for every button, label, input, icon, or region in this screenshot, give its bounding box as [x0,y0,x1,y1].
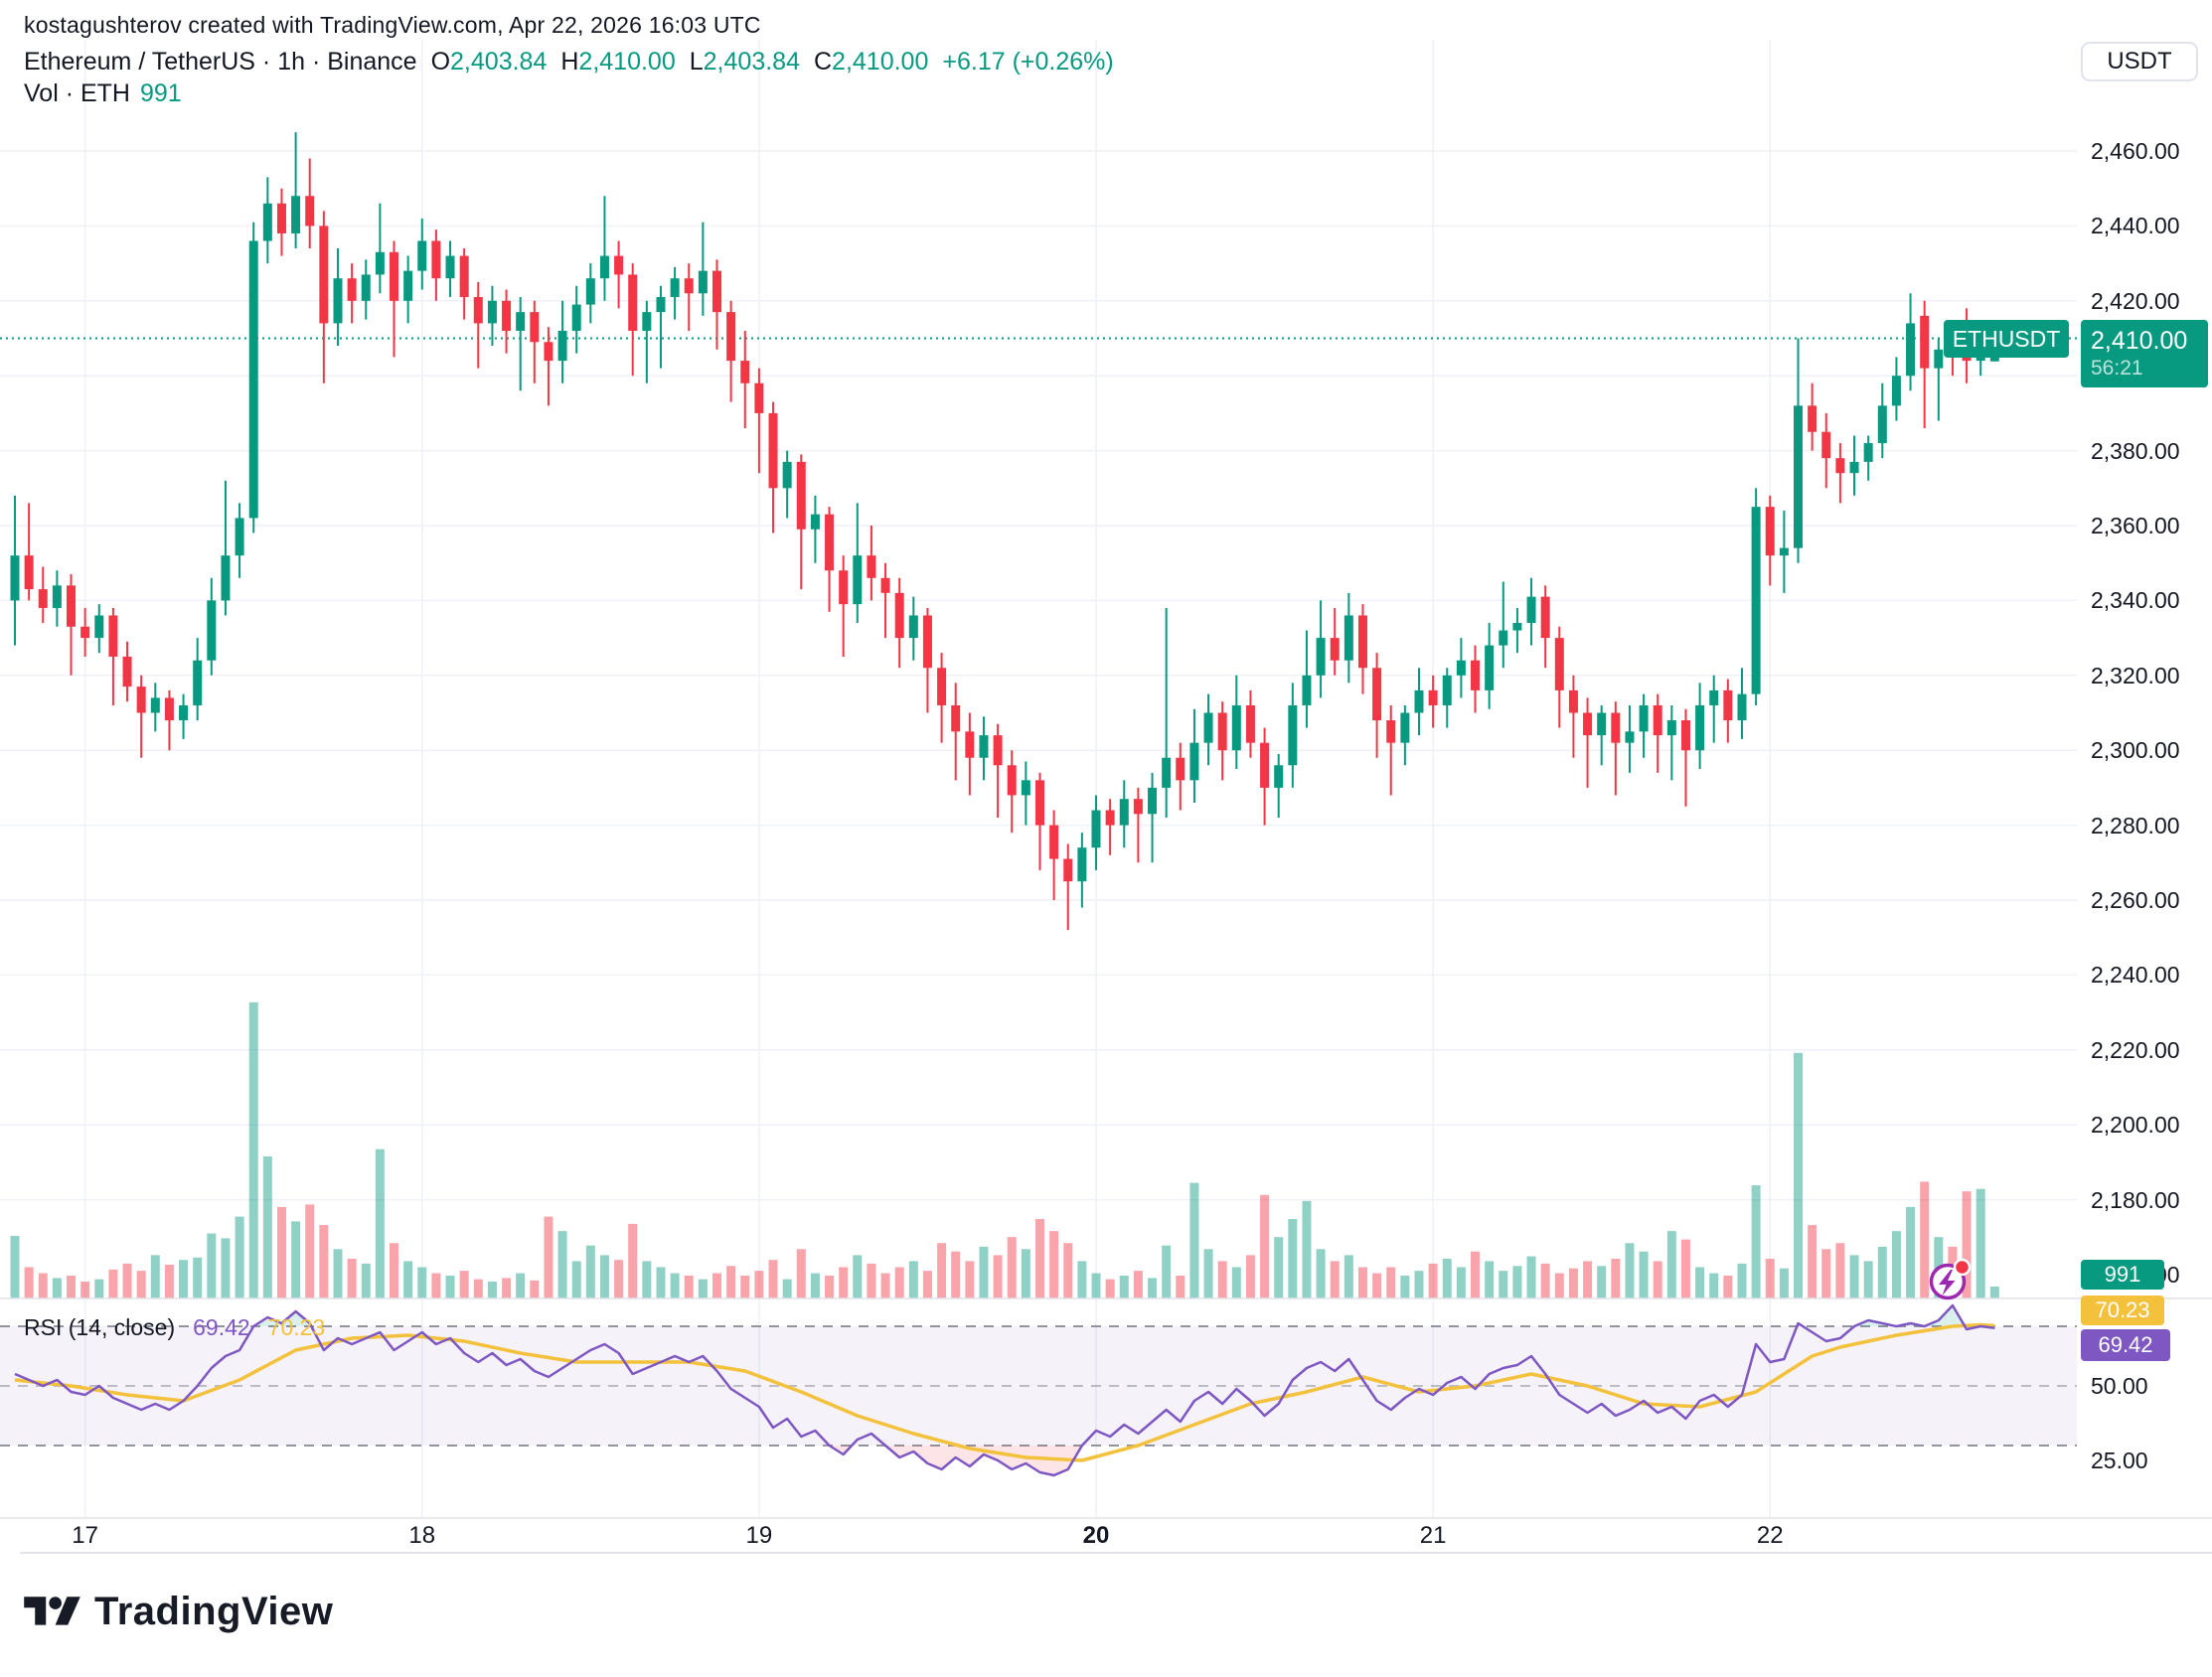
rsi-axis-label: 50.00 [2091,1373,2148,1399]
price-axis-label: 2,180.00 [2091,1186,2180,1213]
volume-axis-badge: 991 [2081,1260,2164,1290]
price-axis-label: 2,300.00 [2091,737,2180,764]
ohlc-item: H2,410.00 [560,48,676,76]
price-axis-label: 2,420.00 [2091,287,2180,314]
rsi-value-purple: 69.42 [193,1314,250,1340]
rsi-legend: RSI (14, close) 69.42 70.23 [24,1314,325,1341]
time-axis-label: 20 [1082,1522,1110,1549]
chart-legend: Ethereum / TetherUS · 1h · Binance O2,40… [24,48,1114,76]
price-axis-label: 2,460.00 [2091,138,2180,164]
change-value: +6.17 (+0.26%) [942,48,1114,76]
volume-label[interactable]: Vol · ETH [24,79,130,107]
current-price-badge: 2,410.00 56:21 [2081,320,2208,387]
price-axis-label: 2,320.00 [2091,662,2180,688]
price-axis-label: 2,220.00 [2091,1036,2180,1063]
time-axis-label: 22 [1756,1522,1784,1549]
ohlc-item: C2,410.00 [813,48,929,76]
attribution-text: kostagushterov created with TradingView.… [24,12,761,38]
tradingview-logo-icon [24,1596,80,1625]
rsi-ma-axis-badge: 70.23 [2081,1296,2164,1325]
flash-icon[interactable] [1926,1256,1974,1308]
rsi-axis-badge: 69.42 [2081,1329,2170,1361]
ohlc-values: O2,403.84 H2,410.00 L2,403.84 C2,410.00 [431,48,929,76]
tradingview-logo[interactable]: TradingView [24,1590,333,1634]
rsi-title[interactable]: RSI (14, close) [24,1314,176,1340]
time-axis-label: 18 [408,1522,436,1549]
volume-value: 991 [139,79,182,107]
price-axis-label: 2,200.00 [2091,1112,2180,1139]
bar-countdown: 56:21 [2091,357,2143,380]
symbol-title[interactable]: Ethereum / TetherUS · 1h · Binance [24,48,417,76]
current-price-value: 2,410.00 [2091,327,2188,355]
price-axis-label: 2,440.00 [2091,213,2180,239]
time-axis-label: 19 [745,1522,773,1549]
price-axis-label: 2,280.00 [2091,812,2180,838]
rsi-value-yellow: 70.23 [267,1314,326,1340]
ohlc-item: L2,403.84 [689,48,800,76]
currency-toggle-button[interactable]: USDT [2081,42,2198,81]
time-axis-label: 17 [72,1522,98,1549]
symbol-price-line-label: ETHUSDT [1944,320,2069,358]
price-axis-label: 2,340.00 [2091,587,2180,614]
tradingview-logo-text: TradingView [94,1590,334,1633]
price-axis-label: 2,360.00 [2091,513,2180,538]
price-axis-label: 2,240.00 [2091,962,2180,989]
price-axis-label: 2,380.00 [2091,437,2180,464]
time-axis-label: 21 [1419,1522,1447,1549]
volume-legend: Vol · ETH 991 [24,79,182,108]
price-axis-label: 2,260.00 [2091,887,2180,913]
rsi-axis-label: 25.00 [2091,1448,2148,1473]
ohlc-item: O2,403.84 [430,48,548,76]
